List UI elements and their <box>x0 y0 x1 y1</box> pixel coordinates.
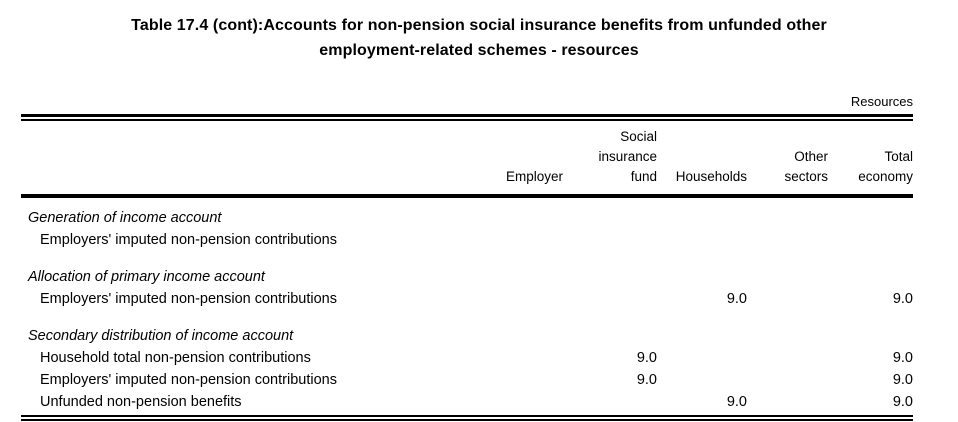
cell-employer <box>477 391 563 413</box>
column-header-other-sectors: Other sectors <box>784 149 828 184</box>
cell-social-insurance-fund <box>563 288 657 310</box>
section-heading: Generation of income account <box>28 210 222 226</box>
column-header-employer: Employer <box>505 169 563 184</box>
cell-households: 9.0 <box>726 291 747 307</box>
accounts-table: Resources Employer Social insurance fund… <box>21 90 913 421</box>
cell-other-sectors <box>747 369 828 391</box>
section-secondary-distribution-of-income: Secondary distribution of income account… <box>21 325 913 413</box>
row-label: Employers' imputed non-pension contribut… <box>40 372 337 388</box>
resources-label: Resources <box>792 90 913 116</box>
cell-other-sectors <box>747 229 828 251</box>
cell-households <box>657 347 747 369</box>
top-double-rule <box>21 114 913 121</box>
page-title-line2: employment-related schemes - resources <box>319 42 639 59</box>
resources-spanner-row: Resources <box>21 90 913 116</box>
cell-other-sectors <box>747 288 828 310</box>
cell-total-economy: 9.0 <box>892 394 913 410</box>
row-label: Employers' imputed non-pension contribut… <box>40 232 337 248</box>
column-header-row: Employer Social insurance fund Household… <box>21 121 913 194</box>
cell-total-economy: 9.0 <box>892 350 913 366</box>
page-title-line1: Table 17.4 (cont):Accounts for non-pensi… <box>131 17 827 34</box>
section-allocation-of-primary-income: Allocation of primary income account Emp… <box>21 266 913 310</box>
cell-employer <box>477 347 563 369</box>
page-title: Table 17.4 (cont):Accounts for non-pensi… <box>0 0 958 63</box>
cell-other-sectors <box>747 391 828 413</box>
table-body: Generation of income account Employers' … <box>21 198 913 415</box>
section-heading: Allocation of primary income account <box>28 269 265 285</box>
cell-social-insurance-fund <box>563 229 657 251</box>
section-heading: Secondary distribution of income account <box>28 328 294 344</box>
cell-households <box>657 229 747 251</box>
section-generation-of-income: Generation of income account Employers' … <box>21 207 913 251</box>
cell-employer <box>477 369 563 391</box>
column-header-social-insurance-fund: Social insurance fund <box>598 129 657 184</box>
header-thick-rule <box>21 194 913 198</box>
cell-social-insurance-fund <box>563 391 657 413</box>
cell-total-economy: 9.0 <box>892 372 913 388</box>
cell-total-economy: 9.0 <box>892 291 913 307</box>
bottom-double-rule <box>21 415 913 421</box>
cell-employer <box>477 288 563 310</box>
cell-other-sectors <box>747 347 828 369</box>
column-header-total-economy: Total economy <box>858 149 913 184</box>
table-row: Employers' imputed non-pension contribut… <box>21 369 913 391</box>
table-row: Household total non-pension contribution… <box>21 347 913 369</box>
row-label: Unfunded non-pension benefits <box>40 394 242 410</box>
cell-households <box>657 369 747 391</box>
cell-social-insurance-fund: 9.0 <box>636 372 657 388</box>
cell-households: 9.0 <box>726 394 747 410</box>
cell-total-economy <box>828 229 913 251</box>
table-row: Employers' imputed non-pension contribut… <box>21 288 913 310</box>
table-row: Unfunded non-pension benefits 9.0 9.0 <box>21 391 913 413</box>
row-label: Household total non-pension contribution… <box>40 350 311 366</box>
column-header-households: Households <box>675 169 747 184</box>
row-label: Employers' imputed non-pension contribut… <box>40 291 337 307</box>
cell-employer <box>477 229 563 251</box>
table-row: Employers' imputed non-pension contribut… <box>21 229 913 251</box>
cell-social-insurance-fund: 9.0 <box>636 350 657 366</box>
